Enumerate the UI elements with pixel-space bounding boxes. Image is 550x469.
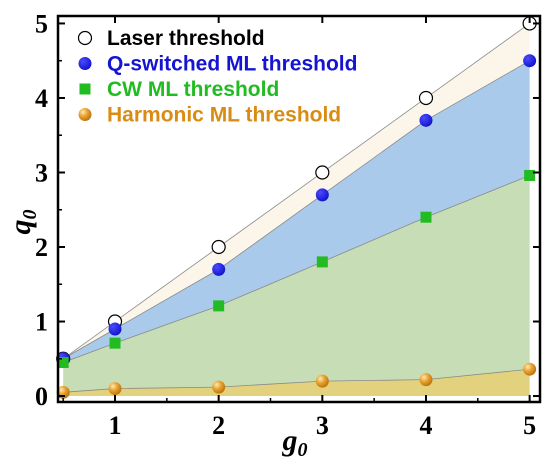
y-tick-label: 3	[35, 158, 48, 187]
y-tick-label: 1	[35, 308, 48, 337]
legend-marker-2	[78, 57, 92, 70]
legend-marker-3	[79, 83, 91, 95]
area-fill-2	[63, 60, 530, 363]
data-point-s1-5	[418, 90, 434, 106]
data-point-s4-2	[108, 382, 122, 396]
data-point-s3-6	[524, 169, 536, 181]
data-point-s4-3	[212, 380, 226, 394]
data-markers	[56, 16, 537, 399]
y-axis-label: q0	[4, 210, 41, 235]
axis-ticks: 1 2 3 4 5 0 1 2 3 4 5	[35, 9, 540, 440]
legend-marker-1	[77, 30, 93, 46]
x-tick-label: 1	[109, 411, 122, 440]
data-point-s4-6	[523, 362, 537, 376]
data-point-s4-4	[315, 374, 329, 388]
legend-label-2: Q-switched ML threshold	[107, 53, 357, 76]
data-point-s3-2	[109, 337, 121, 349]
x-tick-label: 5	[523, 411, 536, 440]
y-tick-label: 2	[35, 233, 48, 262]
y-tick-label: 0	[35, 382, 48, 411]
y-tick-label: 4	[35, 84, 48, 113]
data-point-s3-3	[213, 300, 225, 312]
area-fill-3	[63, 175, 530, 393]
x-tick-label: 2	[212, 411, 225, 440]
x-tick-label: 4	[419, 411, 432, 440]
x-axis-label: g0	[282, 424, 308, 461]
data-point-s1-3	[211, 239, 226, 255]
data-point-s3-4	[316, 256, 328, 268]
x-tick-label: 3	[316, 411, 329, 440]
series-line-4	[63, 368, 530, 393]
series-line-2	[62, 60, 530, 360]
data-point-s2-6	[523, 54, 537, 68]
legend: Laser threshold Q-switched ML thresholdCW…	[77, 27, 357, 127]
legend-label-1: Laser threshold	[107, 27, 265, 50]
data-point-s3-1	[57, 357, 69, 369]
data-point-s2-3	[212, 262, 226, 276]
legend-label-4: Harmonic ML threshold	[107, 104, 341, 127]
y-tick-label: 5	[35, 9, 48, 38]
data-point-s4-5	[419, 373, 433, 387]
data-point-s1-4	[315, 165, 330, 180]
data-point-s2-4	[315, 188, 329, 202]
legend-label-3: CW ML threshold	[107, 78, 279, 101]
data-point-s3-5	[420, 211, 432, 223]
series-lines	[62, 23, 530, 393]
data-point-s2-2	[108, 322, 122, 336]
series-line-1	[62, 23, 530, 360]
legend-marker-4	[78, 108, 92, 121]
data-point-s2-5	[419, 113, 433, 127]
series-line-3	[63, 175, 530, 363]
